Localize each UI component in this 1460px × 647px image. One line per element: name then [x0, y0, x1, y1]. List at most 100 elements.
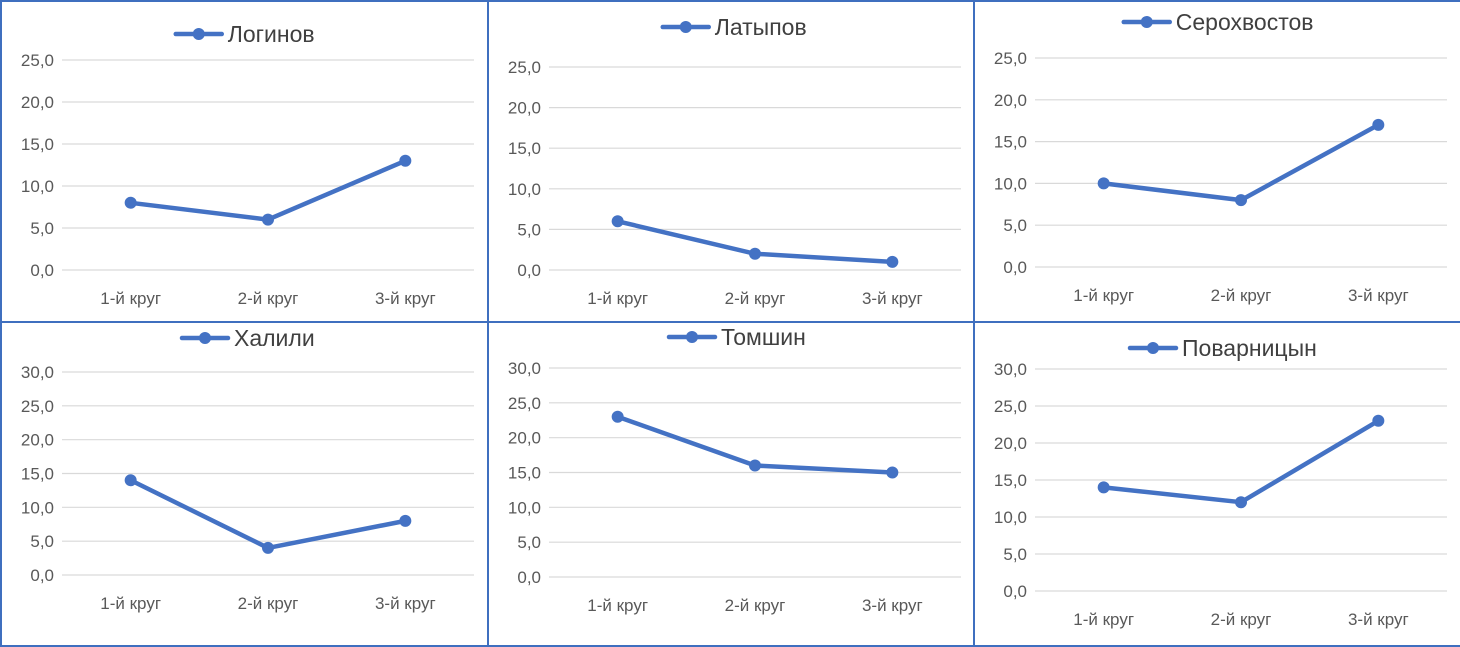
legend-label: Томшин: [721, 324, 806, 350]
legend-point-marker: [679, 21, 692, 33]
data-point: [1097, 481, 1110, 494]
data-point: [399, 154, 412, 167]
data-point: [749, 459, 761, 472]
series-line: [1101, 418, 1381, 505]
legend-label: Латыпов: [715, 14, 807, 40]
legend: Логинов: [173, 21, 315, 47]
y-tick-label: 20,0: [994, 91, 1027, 110]
x-tick-label: 2-й круг: [238, 594, 299, 613]
y-tick-label: 10,0: [21, 177, 54, 196]
y-tick-label: 20,0: [508, 99, 541, 118]
y-tick-label: 5,0: [517, 220, 541, 239]
y-tick-label: 5,0: [517, 533, 541, 552]
y-tick-label: 25,0: [21, 51, 54, 70]
data-point: [886, 466, 899, 479]
y-tick-label: 5,0: [30, 219, 54, 238]
y-tick-label: 20,0: [994, 434, 1027, 453]
data-point: [1235, 194, 1247, 207]
data-point: [124, 196, 137, 209]
y-tick-label: 15,0: [508, 464, 541, 483]
y-tick-label: 25,0: [508, 58, 541, 77]
legend-label: Серохвостов: [1176, 9, 1314, 35]
line-chart: 0,0 5,0 10,0 15,0 20,0 25,0 1-й круг 2-й круг 3-…: [508, 14, 961, 308]
data-point: [1235, 496, 1247, 509]
data-point: [399, 514, 412, 527]
data-point: [262, 213, 274, 226]
data-point: [886, 255, 899, 268]
chart-panel-1: 0,0 5,0 10,0 15,0 20,0 25,0 1-й круг 2-й круг 3-…: [0, 0, 489, 323]
line-chart: 0,0 5,0 10,0 15,0 20,0 25,0 30,0 1-й круг 2-й кр…: [994, 335, 1447, 629]
x-tick-label: 2-й круг: [1211, 610, 1272, 629]
line-chart: 0,0 5,0 10,0 15,0 20,0 25,0 1-й круг 2-й круг 3-…: [994, 9, 1447, 305]
chart-panel-5: 0,0 5,0 10,0 15,0 20,0 25,0 30,0 1-й круг 2-й кр…: [487, 321, 975, 647]
series-line: [128, 478, 408, 551]
x-tick-label: 2-й круг: [238, 289, 299, 308]
data-point: [1372, 414, 1385, 427]
data-point: [749, 247, 761, 260]
legend: Серохвостов: [1121, 9, 1314, 35]
y-tick-label: 0,0: [1003, 258, 1027, 277]
data-point: [262, 541, 274, 554]
y-tick-label: 5,0: [30, 532, 54, 551]
x-tick-label: 1-й круг: [587, 289, 648, 308]
x-tick-label: 3-й круг: [862, 289, 923, 308]
x-tick-label: 2-й круг: [725, 289, 786, 308]
legend-point-marker: [686, 331, 698, 343]
y-tick-label: 15,0: [508, 139, 541, 158]
legend: Латыпов: [660, 14, 807, 40]
x-tick-label: 1-й круг: [587, 596, 648, 615]
chart-panel-3: 0,0 5,0 10,0 15,0 20,0 25,0 1-й круг 2-й круг 3-…: [973, 0, 1460, 323]
x-tick-label: 3-й круг: [375, 289, 436, 308]
series-line: [1101, 122, 1381, 203]
legend-point-marker: [199, 332, 211, 344]
data-point: [611, 410, 624, 423]
legend-point-marker: [192, 28, 205, 40]
chart-panel-2: 0,0 5,0 10,0 15,0 20,0 25,0 1-й круг 2-й круг 3-…: [487, 0, 975, 323]
line-chart: 0,0 5,0 10,0 15,0 20,0 25,0 30,0 1-й круг 2-й кр…: [508, 324, 961, 615]
x-tick-label: 1-й круг: [1073, 610, 1134, 629]
y-tick-label: 15,0: [21, 465, 54, 484]
line-chart: 0,0 5,0 10,0 15,0 20,0 25,0 1-й круг 2-й круг 3-…: [21, 21, 474, 308]
y-tick-label: 15,0: [994, 471, 1027, 490]
y-tick-label: 20,0: [508, 429, 541, 448]
data-point: [1372, 118, 1385, 131]
x-tick-label: 1-й круг: [100, 594, 161, 613]
data-point: [124, 474, 137, 487]
y-tick-label: 15,0: [994, 133, 1027, 152]
y-tick-label: 10,0: [994, 174, 1027, 193]
y-tick-label: 5,0: [1003, 216, 1027, 235]
y-tick-label: 25,0: [508, 394, 541, 413]
series-line: [128, 158, 408, 222]
y-tick-label: 25,0: [21, 397, 54, 416]
legend-label: Халили: [234, 325, 315, 351]
line-chart: 0,0 5,0 10,0 15,0 20,0 25,0 30,0 1-й круг 2-й кр…: [21, 325, 474, 613]
data-point: [1097, 177, 1110, 190]
y-tick-label: 5,0: [1003, 545, 1027, 564]
y-tick-label: 30,0: [21, 363, 54, 382]
legend: Халили: [179, 325, 315, 351]
legend: Поварницын: [1127, 335, 1317, 361]
x-tick-label: 3-й круг: [1348, 610, 1409, 629]
legend-point-marker: [1147, 342, 1159, 354]
y-tick-label: 10,0: [508, 498, 541, 517]
y-tick-label: 25,0: [994, 397, 1027, 416]
chart-panel-4: 0,0 5,0 10,0 15,0 20,0 25,0 30,0 1-й круг 2-й кр…: [0, 321, 489, 647]
y-tick-label: 0,0: [30, 566, 54, 585]
y-tick-label: 30,0: [994, 360, 1027, 379]
x-tick-label: 3-й круг: [375, 594, 436, 613]
legend-label: Поварницын: [1182, 335, 1317, 361]
x-tick-label: 2-й круг: [725, 596, 786, 615]
y-tick-label: 20,0: [21, 93, 54, 112]
y-tick-label: 25,0: [994, 49, 1027, 68]
y-tick-label: 0,0: [517, 568, 541, 587]
x-tick-label: 1-й круг: [100, 289, 161, 308]
x-tick-label: 2-й круг: [1211, 286, 1272, 305]
y-tick-label: 20,0: [21, 431, 54, 450]
y-tick-label: 0,0: [30, 261, 54, 280]
y-tick-label: 10,0: [508, 180, 541, 199]
legend-label: Логинов: [228, 21, 315, 47]
x-tick-label: 1-й круг: [1073, 286, 1134, 305]
legend: Томшин: [666, 324, 806, 350]
legend-point-marker: [1140, 16, 1153, 28]
